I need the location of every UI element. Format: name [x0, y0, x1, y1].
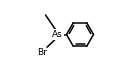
Text: Br: Br — [38, 48, 47, 57]
Text: As: As — [52, 30, 63, 39]
